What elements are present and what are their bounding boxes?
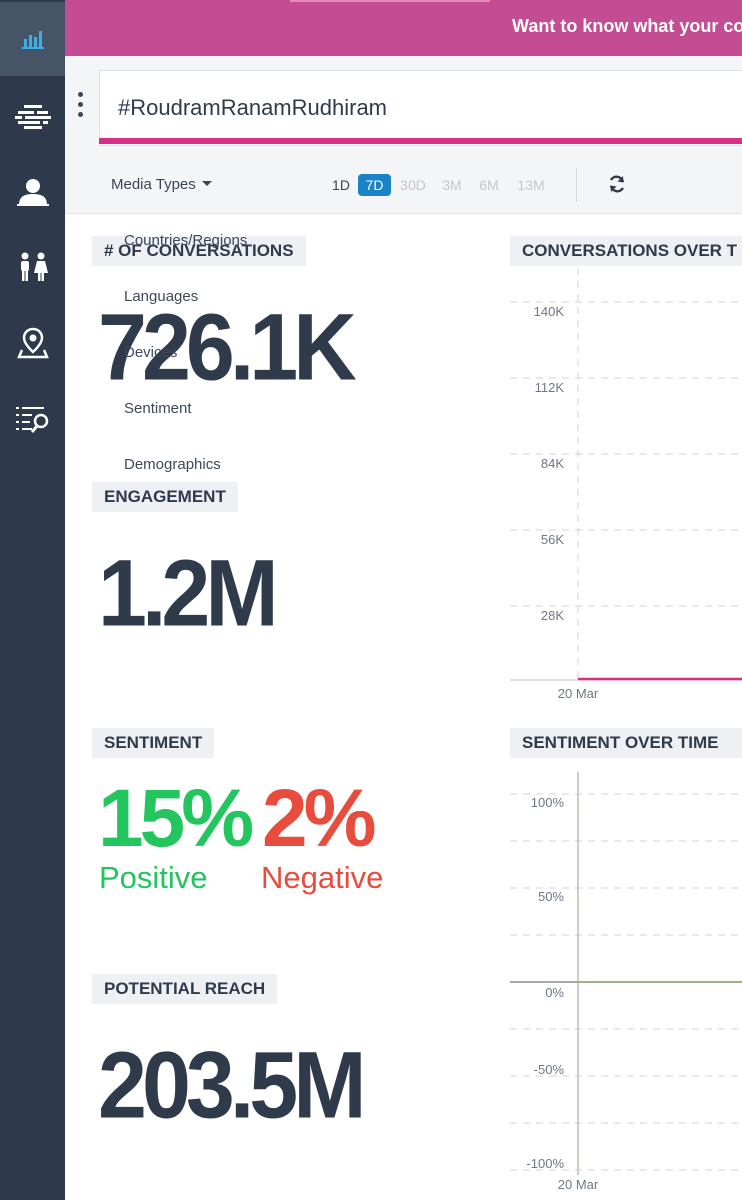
sidebar-item-search-list[interactable] <box>0 382 65 456</box>
reach-label: POTENTIAL REACH <box>92 974 278 1004</box>
y-tick-label: -100% <box>526 1156 564 1171</box>
y-tick-label: -50% <box>534 1062 565 1077</box>
search-area: #RoudramRanamRudhiram <box>65 56 742 156</box>
media-menu-demographics[interactable]: Demographics <box>124 456 221 473</box>
media-menu-devices[interactable]: Devices <box>124 344 178 361</box>
media-types-dropdown[interactable]: Media Types <box>111 176 212 193</box>
y-tick-label: 84K <box>541 456 564 471</box>
sentiment-negative-value: 2% <box>262 773 376 864</box>
range-3m[interactable]: 3M <box>442 177 462 193</box>
sidebar-item-audience[interactable] <box>0 155 65 229</box>
range-13m[interactable]: 13M <box>517 177 545 193</box>
bar-chart-icon <box>21 31 44 49</box>
map-pin-icon <box>16 327 49 359</box>
stream-icon <box>14 105 51 129</box>
conversations-value: 726.1K <box>98 293 357 400</box>
banner-text: Want to know what your co <box>512 16 742 36</box>
media-types-label: Media Types <box>111 176 196 193</box>
range-1d[interactable]: 1D <box>332 177 350 193</box>
sidebar <box>0 0 65 1200</box>
search-underline <box>99 138 742 144</box>
media-menu-sentiment[interactable]: Sentiment <box>124 400 192 417</box>
sentiment-label: SENTIMENT <box>92 728 215 758</box>
media-menu-languages[interactable]: Languages <box>124 288 199 305</box>
sentiment-positive-label: Positive <box>99 860 208 895</box>
sidebar-item-demographics[interactable] <box>0 230 65 304</box>
search-input[interactable]: #RoudramRanamRudhiram <box>99 70 742 146</box>
conversations-chart-title: CONVERSATIONS OVER T <box>510 236 742 266</box>
range-30d[interactable]: 30D <box>400 177 426 193</box>
search-list-icon <box>15 407 48 433</box>
sidebar-item-locations[interactable] <box>0 306 65 380</box>
range-6m[interactable]: 6M <box>479 177 499 193</box>
y-tick-label: 140K <box>534 304 565 319</box>
sentiment-positive-value: 15% <box>98 773 254 864</box>
user-icon <box>16 179 49 206</box>
x-tick-label: 20 Mar <box>558 686 599 701</box>
divider <box>576 168 577 202</box>
more-options-icon[interactable] <box>73 92 89 122</box>
y-tick-label: 100% <box>531 795 565 810</box>
range-7d[interactable]: 7D <box>358 174 391 196</box>
media-menu-countries[interactable]: Countries/Regions <box>124 232 248 249</box>
engagement-label: ENGAGEMENT <box>92 482 238 512</box>
y-tick-label: 50% <box>538 889 564 904</box>
banner-highlight <box>290 0 490 2</box>
engagement-value: 1.2M <box>98 539 279 646</box>
promo-banner[interactable]: Want to know what your co <box>65 0 742 56</box>
sentiment-chart-title: SENTIMENT OVER TIME <box>510 728 742 758</box>
x-tick-label: 20 Mar <box>558 1177 599 1192</box>
search-query: #RoudramRanamRudhiram <box>118 95 388 120</box>
caret-down-icon <box>201 181 212 186</box>
sidebar-item-analytics[interactable] <box>0 2 65 76</box>
y-tick-label: 112K <box>535 380 565 395</box>
gender-icon <box>20 252 48 281</box>
y-tick-label: 56K <box>541 532 564 547</box>
y-tick-label: 0% <box>545 985 564 1000</box>
y-tick-label: 28K <box>541 608 564 623</box>
sentiment-negative-label: Negative <box>261 860 384 895</box>
conversations-label: # OF CONVERSATIONS <box>92 236 306 266</box>
refresh-icon[interactable] <box>607 174 627 194</box>
sidebar-item-stream[interactable] <box>0 80 65 154</box>
reach-value: 203.5M <box>98 1031 367 1138</box>
filter-bar: Media Types 1D 7D 30D 3M 6M 13M <box>65 156 742 214</box>
